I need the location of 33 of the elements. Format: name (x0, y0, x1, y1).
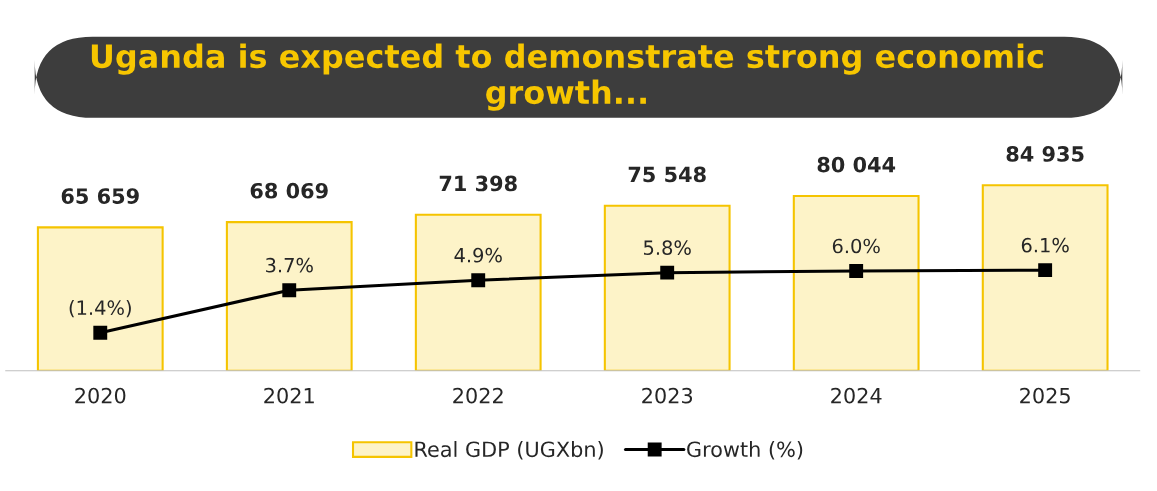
x-tick-label: 2022 (453, 387, 503, 404)
x-tick-label: 2020 (75, 387, 126, 404)
data-label: 65 659 (61, 188, 139, 204)
point (849, 264, 864, 278)
bar (603, 204, 731, 371)
bar (792, 194, 920, 371)
data-label: (1.4%) (69, 300, 131, 318)
bar (225, 221, 353, 371)
chart-title: Uganda is expected to demonstrate strong economic growth... (91, 43, 1043, 111)
data-label: 6.0% (832, 238, 880, 254)
legend-label: Growth (%) (687, 441, 803, 460)
data-label: 3.7% (266, 257, 313, 273)
bar (981, 184, 1109, 371)
x-tick-label: 2024 (831, 387, 882, 404)
point (93, 325, 108, 340)
data-label: 84 935 (1006, 146, 1084, 162)
legend-label: Real GDP (UGXbn) (415, 441, 603, 460)
data-label: 71 398 (439, 175, 517, 192)
data-label: 75 548 (628, 166, 706, 183)
data-label: 4.9% (454, 247, 502, 263)
x-tick-label: 2023 (642, 387, 693, 404)
data-label: 5.8% (644, 240, 691, 256)
bar (414, 213, 542, 371)
x-tick-label: 2025 (1020, 387, 1070, 404)
point (282, 283, 297, 298)
data-label: 68 069 (250, 182, 328, 199)
x-tick-label: 2021 (264, 387, 314, 404)
data-label: 6.1% (1021, 237, 1069, 253)
point (471, 273, 486, 288)
point (660, 265, 675, 280)
data-label: 80 044 (817, 156, 896, 173)
point (1038, 263, 1053, 278)
bar (36, 226, 164, 371)
